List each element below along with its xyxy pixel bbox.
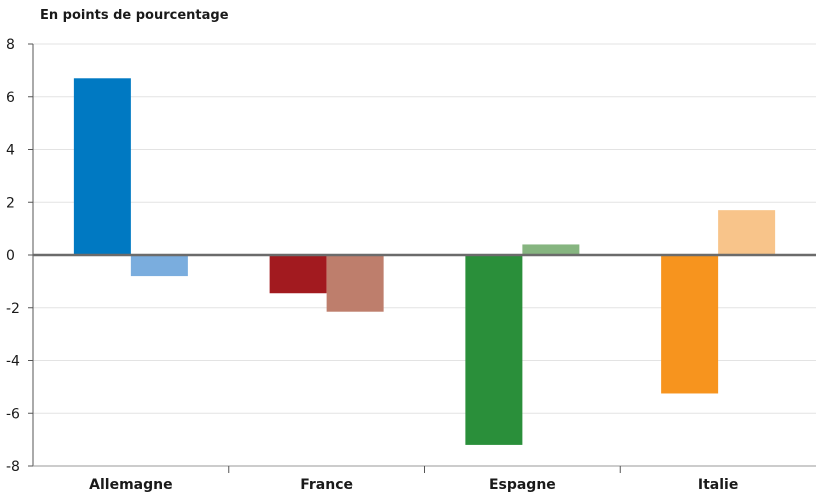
y-tick-label: -2 (6, 301, 20, 317)
y-tick-label: -4 (6, 354, 20, 370)
y-tick-label: -8 (6, 459, 20, 475)
bar (522, 244, 580, 255)
y-axis-unit-label: En points de pourcentage (40, 8, 229, 23)
bar (661, 255, 719, 394)
axes (28, 43, 816, 473)
category-label: Espagne (489, 477, 556, 493)
y-tick-label: 0 (6, 248, 15, 264)
bar (73, 78, 131, 255)
bar (718, 210, 776, 255)
y-tick-label: -6 (6, 406, 20, 422)
bar (326, 255, 384, 312)
bar (465, 255, 523, 445)
bars (73, 78, 776, 445)
category-label: France (300, 477, 353, 493)
category-label: Italie (698, 477, 738, 493)
bar (130, 255, 188, 277)
y-tick-labels: 8 6 4 2 0 -2 -4 -6 -8 (6, 37, 20, 475)
y-tick-label: 2 (6, 195, 15, 211)
x-category-labels: Allemagne France Espagne Italie (89, 477, 738, 493)
y-tick-label: 4 (6, 143, 15, 159)
bar (269, 255, 327, 294)
y-tick-label: 8 (6, 37, 15, 53)
y-tick-label: 6 (6, 90, 15, 106)
category-label: Allemagne (89, 477, 172, 493)
